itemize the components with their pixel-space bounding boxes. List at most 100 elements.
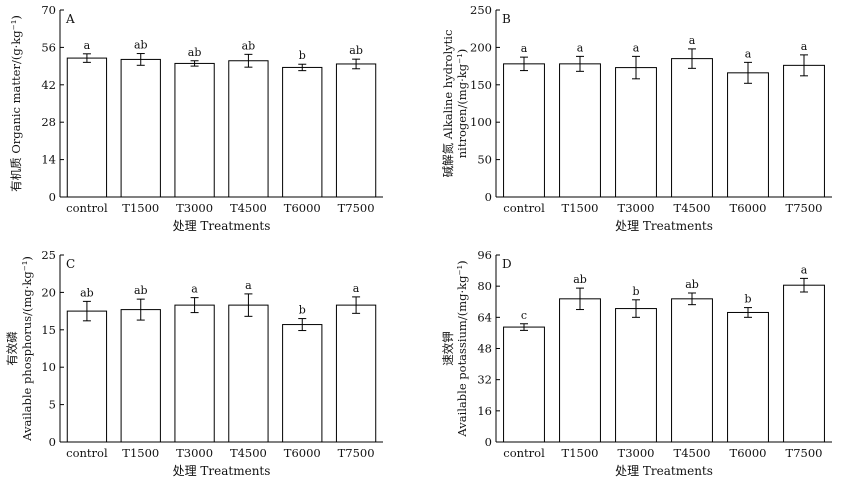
x-tick-label: T7500 — [338, 201, 375, 215]
y-tick-label: 250 — [470, 3, 492, 17]
significance-label: a — [191, 283, 198, 296]
bar — [174, 62, 215, 198]
y-axis-label: Available phosphorus/(mg·kg⁻¹) — [20, 256, 34, 442]
y-axis-label: Available potassium/(mg·kg⁻¹) — [455, 260, 469, 437]
significance-label: ab — [134, 284, 148, 297]
significance-label: a — [801, 263, 808, 276]
y-tick-label: 200 — [470, 40, 492, 54]
y-tick-label: 64 — [477, 310, 492, 324]
x-tick-label: T4500 — [674, 201, 711, 215]
y-tick-label: 96 — [477, 248, 492, 262]
significance-label: a — [689, 34, 696, 47]
significance-label: a — [521, 42, 528, 55]
panel-letter: D — [502, 257, 512, 271]
significance-label: a — [745, 47, 752, 60]
bar — [66, 310, 108, 443]
significance-label: b — [632, 285, 639, 298]
x-tick-label: T1500 — [122, 201, 159, 215]
x-tick-label: T7500 — [338, 446, 375, 460]
x-tick-label: T7500 — [786, 201, 823, 215]
bar — [783, 64, 825, 198]
x-axis-label: 处理 Treatments — [173, 219, 271, 233]
significance-label: a — [633, 41, 640, 54]
bar — [66, 57, 108, 198]
bar — [174, 304, 215, 443]
y-tick-label: 150 — [470, 78, 492, 92]
significance-label: a — [801, 40, 808, 53]
x-tick-label: T1500 — [562, 201, 599, 215]
y-tick-label: 15 — [41, 323, 56, 337]
bar — [671, 298, 713, 443]
panel-letter: C — [66, 257, 75, 271]
bar — [783, 284, 825, 443]
bar — [228, 60, 269, 198]
bar — [559, 63, 601, 198]
bar — [120, 58, 161, 198]
x-tick-label: T6000 — [730, 201, 767, 215]
bar — [727, 72, 769, 198]
bar — [503, 326, 545, 443]
x-tick-label: control — [503, 446, 545, 460]
x-tick-label: T3000 — [176, 201, 213, 215]
y-tick-label: 0 — [485, 190, 492, 204]
x-tick-label: T1500 — [122, 446, 159, 460]
significance-label: ab — [134, 39, 148, 52]
x-tick-label: T3000 — [176, 446, 213, 460]
y-tick-label: 100 — [470, 115, 492, 129]
significance-label: ab — [685, 278, 699, 291]
y-tick-label: 5 — [49, 398, 56, 412]
bar — [228, 304, 269, 443]
x-axis-label: 处理 Treatments — [615, 219, 713, 233]
y-tick-label: 14 — [41, 153, 56, 167]
y-tick-label: 48 — [477, 342, 492, 356]
bar — [503, 63, 545, 198]
x-tick-label: T3000 — [618, 446, 655, 460]
y-tick-label: 32 — [477, 373, 492, 387]
x-tick-label: control — [66, 446, 108, 460]
x-tick-label: T6000 — [730, 446, 767, 460]
y-tick-label: 70 — [41, 3, 56, 17]
y-axis-label: 碱解氮 Alkaline hydrolytic — [441, 30, 455, 178]
y-axis-label: 有效磷 — [5, 331, 19, 366]
y-tick-label: 42 — [41, 78, 56, 92]
chart-panel-c: 0 5 10 15 20 25 ab control ab T1500 a T3000 a T4500 b T… — [5, 248, 383, 478]
y-tick-label: 10 — [41, 360, 56, 374]
y-tick-label: 0 — [485, 435, 492, 449]
x-tick-label: control — [503, 201, 545, 215]
bar — [727, 311, 769, 443]
y-tick-label: 56 — [41, 40, 56, 54]
panel-letter: A — [65, 12, 75, 26]
y-axis-label: 有机质 Organic matter/(g·kg⁻¹) — [9, 15, 23, 192]
x-tick-label: control — [66, 201, 108, 215]
significance-label: a — [353, 282, 360, 295]
significance-label: ab — [573, 273, 587, 286]
y-tick-label: 16 — [477, 404, 492, 418]
bar — [335, 63, 377, 198]
y-tick-label: 20 — [41, 285, 56, 299]
x-tick-label: T1500 — [562, 446, 599, 460]
x-tick-label: T4500 — [230, 201, 267, 215]
x-tick-label: T6000 — [284, 446, 321, 460]
y-axis-label: 速效钾 — [441, 331, 455, 366]
x-axis-label: 处理 Treatments — [615, 464, 713, 478]
significance-label: ab — [242, 39, 256, 52]
chart-panel-a: 0 14 28 42 56 70 a control ab T1500 ab T3000 ab T4500… — [9, 3, 383, 233]
panel-letter: B — [502, 12, 511, 26]
x-axis-label: 处理 Treatments — [173, 464, 271, 478]
bar — [671, 58, 713, 198]
significance-label: b — [299, 304, 306, 317]
significance-label: ab — [80, 286, 94, 299]
significance-label: ab — [349, 44, 363, 57]
y-tick-label: 80 — [477, 279, 492, 293]
y-tick-label: 50 — [477, 153, 492, 167]
y-tick-label: 0 — [49, 435, 56, 449]
significance-label: a — [577, 41, 584, 54]
bar — [282, 66, 323, 198]
significance-label: a — [245, 279, 252, 292]
x-tick-label: T7500 — [786, 446, 823, 460]
significance-label: b — [744, 293, 751, 306]
bar — [615, 67, 657, 198]
x-tick-label: T3000 — [618, 201, 655, 215]
significance-label: ab — [188, 46, 202, 59]
y-tick-label: 25 — [41, 248, 56, 262]
